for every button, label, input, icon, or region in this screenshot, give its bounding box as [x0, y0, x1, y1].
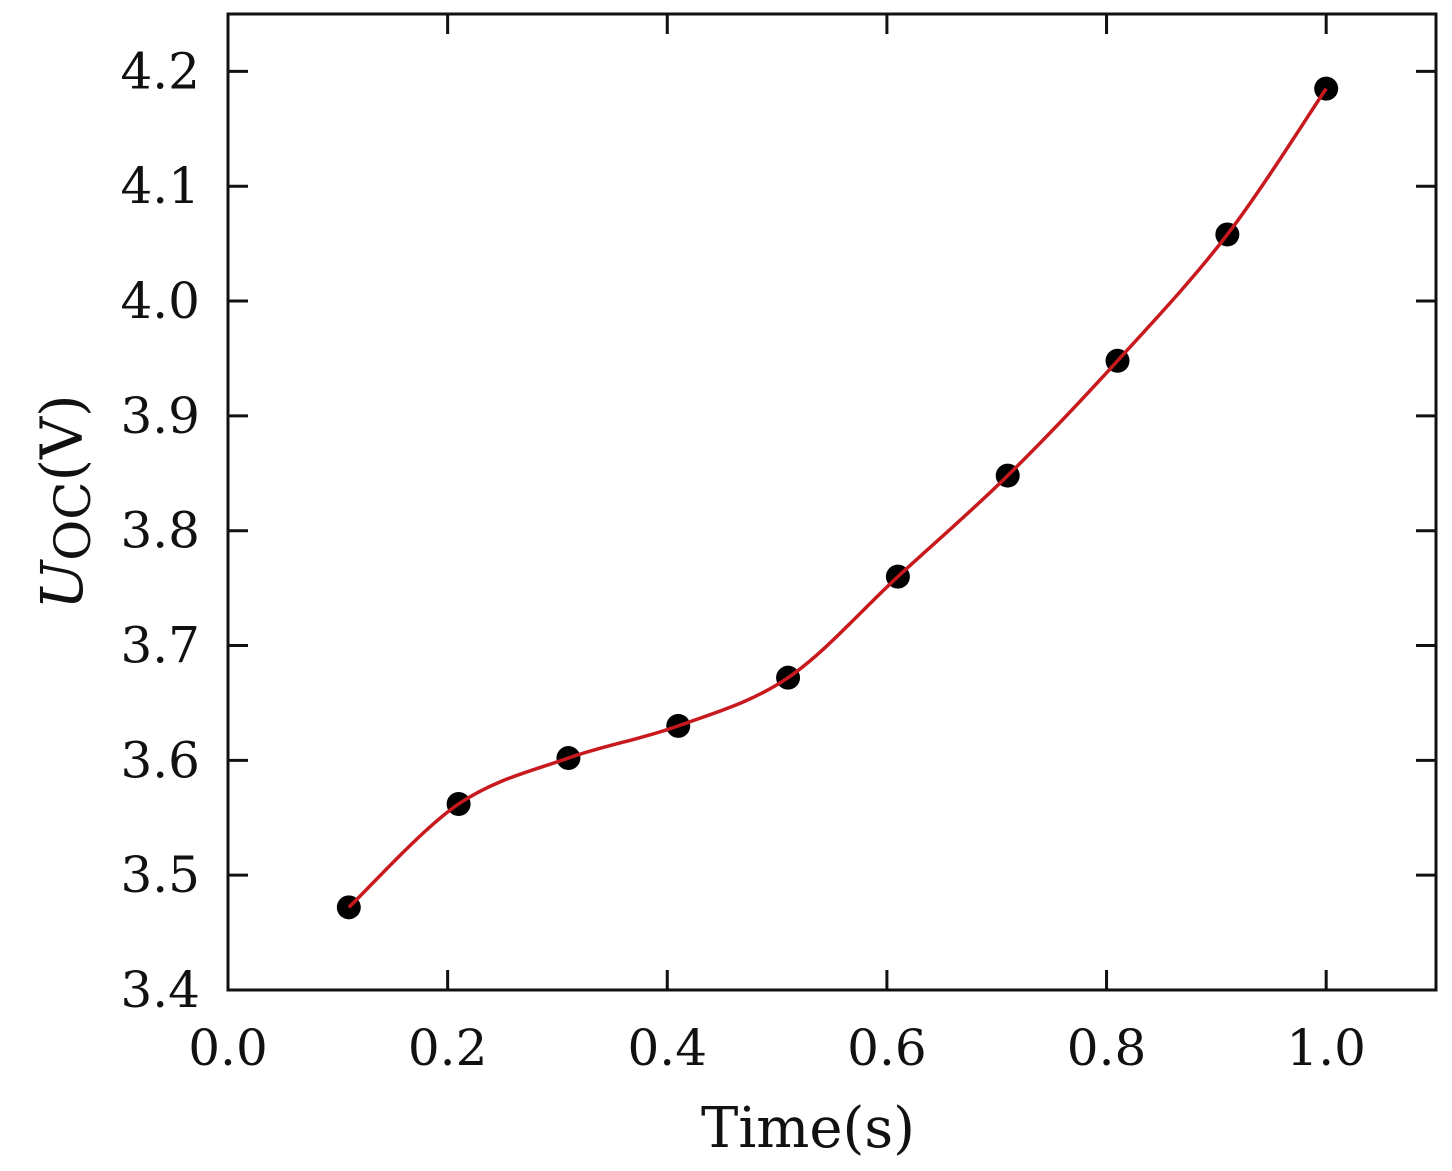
data-point: [1314, 76, 1339, 101]
axis-ticks: [226, 14, 1436, 992]
plot-area: [226, 12, 1438, 992]
y-tick-label: 4.2: [120, 42, 200, 100]
y-axis-title-unit: (V): [28, 394, 96, 481]
y-axis-title: UOC(V): [28, 394, 102, 609]
fit-curve: [347, 87, 1328, 909]
y-axis-title-symbol: U: [28, 559, 96, 610]
x-tick-label: 0.8: [1067, 1019, 1147, 1077]
x-tick-label: 1.0: [1286, 1019, 1366, 1077]
x-tick-label: 0.4: [628, 1019, 708, 1077]
x-tick-label: 0.2: [408, 1019, 488, 1077]
y-tick-label: 3.8: [120, 502, 200, 560]
x-tick-label: 0.6: [847, 1019, 927, 1077]
plot-frame: [226, 12, 1438, 992]
y-tick-label: 3.7: [120, 617, 200, 675]
y-tick-label: 3.9: [120, 387, 200, 445]
x-axis-title: Time(s): [701, 1096, 915, 1161]
x-axis-tick-labels: 0.0 0.2 0.4 0.6 0.8 1.0: [188, 1019, 1366, 1077]
x-tick-label: 0.0: [188, 1019, 268, 1077]
y-tick-label: 4.1: [120, 157, 200, 215]
y-axis-title-subscript: OC: [44, 482, 102, 561]
fit-curve-layer: [347, 87, 1328, 909]
y-tick-label: 3.5: [120, 846, 200, 904]
y-tick-label: 3.4: [120, 961, 200, 1019]
y-tick-label: 3.6: [120, 731, 200, 789]
y-tick-label: 4.0: [120, 272, 200, 330]
data-points: [336, 76, 1339, 920]
y-axis-tick-labels: 3.4 3.5 3.6 3.7 3.8 3.9 4.0 4.1 4.2: [120, 42, 200, 1019]
